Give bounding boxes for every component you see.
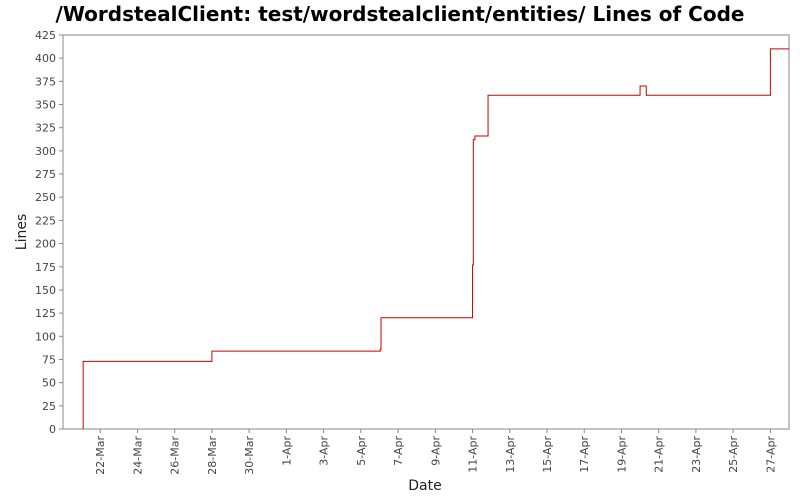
y-tick-label: 350 — [35, 99, 56, 112]
x-tick-label: 19-Apr — [615, 436, 628, 473]
y-axis-title: Lines — [14, 214, 30, 250]
x-tick-label: 5-Apr — [355, 436, 368, 466]
y-tick-label: 125 — [35, 307, 56, 320]
y-tick-label: 75 — [42, 353, 56, 366]
y-tick-label: 0 — [49, 423, 56, 436]
y-tick-label: 300 — [35, 145, 56, 158]
y-tick-label: 175 — [35, 261, 56, 274]
x-tick-label: 22-Mar — [94, 436, 107, 475]
y-tick-label: 275 — [35, 168, 56, 181]
y-tick-label: 225 — [35, 214, 56, 227]
x-tick-label: 13-Apr — [504, 436, 517, 473]
plot-area — [62, 34, 790, 430]
x-tick-label: 28-Mar — [206, 436, 219, 475]
chart-title: /WordstealClient: test/wordstealclient/e… — [55, 2, 745, 26]
x-tick-label: 30-Mar — [243, 436, 256, 475]
x-tick-label: 15-Apr — [541, 436, 554, 473]
x-tick-label: 9-Apr — [429, 436, 442, 466]
y-tick-label: 100 — [35, 330, 56, 343]
y-tick-label: 200 — [35, 238, 56, 251]
x-tick-label: 1-Apr — [280, 436, 293, 466]
series-line — [82, 48, 789, 429]
y-tick-label: 50 — [42, 377, 56, 390]
y-axis: 0 25 50 75 100 125 150 175 200 225 250 275 300 325 350… — [35, 29, 63, 436]
x-tick-label: 21-Apr — [653, 436, 666, 473]
y-tick-label: 150 — [35, 284, 56, 297]
x-tick-label: 17-Apr — [578, 436, 591, 473]
x-tick-label: 23-Apr — [690, 436, 703, 473]
series-layer — [82, 48, 789, 429]
x-axis-title: Date — [408, 478, 441, 494]
y-tick-label: 400 — [35, 52, 56, 65]
x-axis: 22-Mar 24-Mar 26-Mar 28-Mar 30-Mar 1-Apr 3-Apr… — [94, 429, 777, 475]
x-tick-label: 25-Apr — [727, 436, 740, 473]
y-tick-label: 425 — [35, 29, 56, 42]
x-tick-label: 26-Mar — [169, 436, 182, 475]
y-tick-label: 325 — [35, 122, 56, 135]
x-tick-label: 7-Apr — [392, 436, 405, 466]
x-tick-label: 3-Apr — [318, 436, 331, 466]
x-tick-label: 24-Mar — [131, 436, 144, 475]
y-tick-label: 250 — [35, 191, 56, 204]
y-tick-label: 375 — [35, 75, 56, 88]
x-tick-label: 11-Apr — [467, 436, 480, 473]
x-tick-label: 27-Apr — [764, 436, 777, 473]
y-tick-label: 25 — [42, 400, 56, 413]
